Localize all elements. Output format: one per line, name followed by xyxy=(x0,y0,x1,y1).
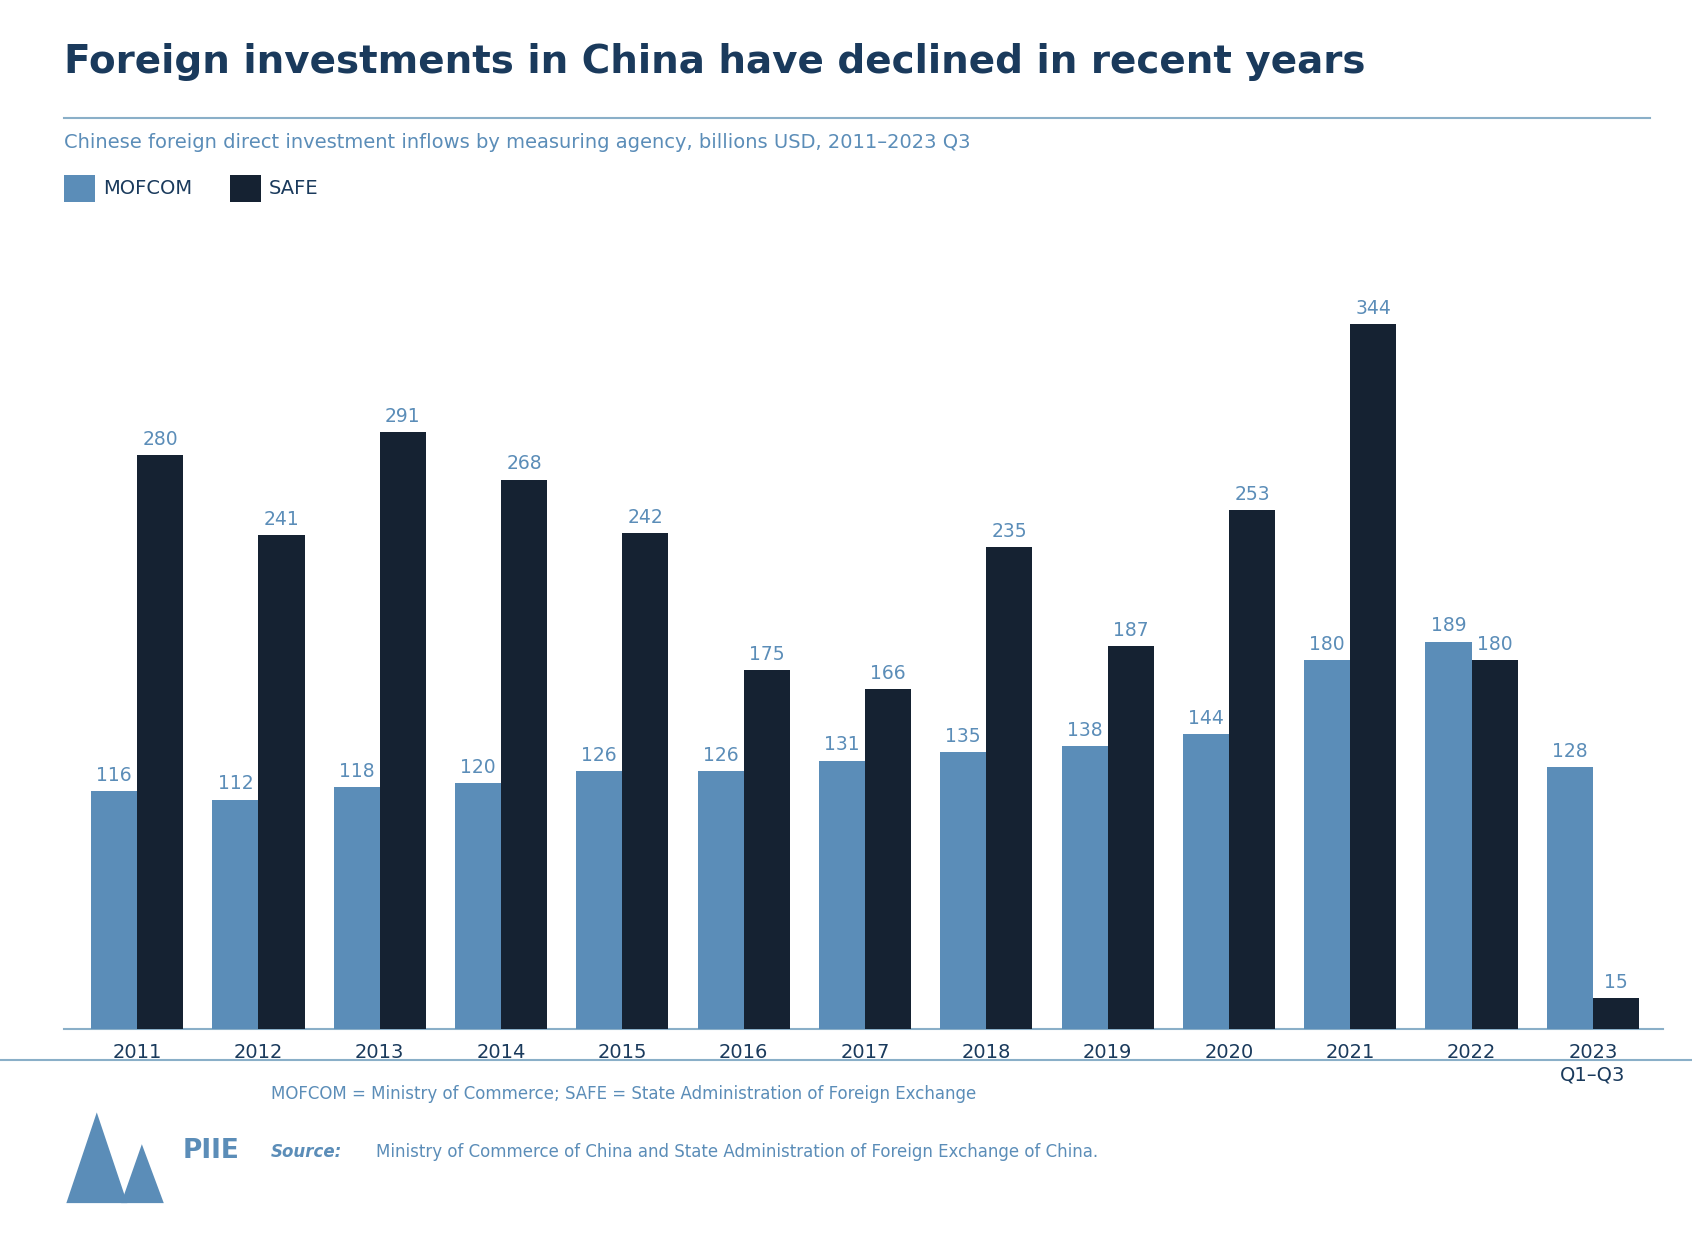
Bar xyxy=(577,771,623,1029)
Bar xyxy=(1228,511,1276,1029)
Bar xyxy=(1183,734,1228,1029)
Bar xyxy=(986,547,1032,1029)
Bar xyxy=(501,480,547,1029)
Text: 242: 242 xyxy=(628,507,663,527)
Text: 291: 291 xyxy=(386,407,421,427)
Text: 131: 131 xyxy=(824,735,860,754)
Bar xyxy=(137,455,183,1029)
Text: 187: 187 xyxy=(1113,620,1149,640)
Text: 128: 128 xyxy=(1552,742,1587,760)
Text: Source:: Source: xyxy=(271,1143,342,1162)
Text: 175: 175 xyxy=(750,645,785,665)
Text: 116: 116 xyxy=(96,766,132,785)
Bar xyxy=(1305,660,1350,1029)
Text: 189: 189 xyxy=(1431,616,1467,635)
Bar xyxy=(1425,641,1472,1029)
Text: Ministry of Commerce of China and State Administration of Foreign Exchange of Ch: Ministry of Commerce of China and State … xyxy=(376,1143,1098,1162)
Bar xyxy=(697,771,744,1029)
Bar xyxy=(455,784,501,1029)
Bar xyxy=(91,791,137,1029)
Bar xyxy=(259,534,305,1029)
Text: SAFE: SAFE xyxy=(269,179,318,198)
Text: 344: 344 xyxy=(1355,299,1391,317)
Text: 126: 126 xyxy=(582,745,618,765)
Polygon shape xyxy=(66,1112,127,1203)
Text: 180: 180 xyxy=(1477,635,1513,653)
Text: 112: 112 xyxy=(218,774,254,794)
Bar xyxy=(1061,746,1108,1029)
Bar xyxy=(1546,766,1592,1029)
Bar xyxy=(623,533,668,1029)
Text: 118: 118 xyxy=(338,763,374,781)
Text: 126: 126 xyxy=(702,745,738,765)
Bar xyxy=(333,787,379,1029)
Text: PIIE: PIIE xyxy=(183,1138,240,1163)
Bar xyxy=(212,800,259,1029)
Text: Chinese foreign direct investment inflows by measuring agency, billions USD, 201: Chinese foreign direct investment inflow… xyxy=(64,133,971,151)
Text: 268: 268 xyxy=(506,454,541,474)
Bar xyxy=(379,433,426,1029)
Bar xyxy=(865,688,910,1029)
Bar xyxy=(1472,660,1518,1029)
Polygon shape xyxy=(122,1145,164,1203)
Text: MOFCOM = Ministry of Commerce; SAFE = State Administration of Foreign Exchange: MOFCOM = Ministry of Commerce; SAFE = St… xyxy=(271,1085,976,1104)
Text: MOFCOM: MOFCOM xyxy=(103,179,193,198)
Bar xyxy=(1108,646,1154,1029)
Bar xyxy=(941,753,986,1029)
Text: 144: 144 xyxy=(1188,709,1223,728)
Text: 135: 135 xyxy=(946,727,981,746)
Text: 138: 138 xyxy=(1066,720,1103,740)
Bar xyxy=(1592,998,1640,1029)
Text: 15: 15 xyxy=(1604,973,1628,992)
Text: 166: 166 xyxy=(870,663,905,682)
Text: 280: 280 xyxy=(142,430,178,449)
Bar xyxy=(1350,324,1396,1029)
Text: 120: 120 xyxy=(460,758,496,777)
Text: 235: 235 xyxy=(992,522,1027,541)
Bar xyxy=(744,671,790,1029)
Text: 253: 253 xyxy=(1233,485,1269,505)
Text: 241: 241 xyxy=(264,510,299,528)
Text: Foreign investments in China have declined in recent years: Foreign investments in China have declin… xyxy=(64,43,1365,82)
Bar xyxy=(819,760,865,1029)
Text: 180: 180 xyxy=(1310,635,1345,653)
